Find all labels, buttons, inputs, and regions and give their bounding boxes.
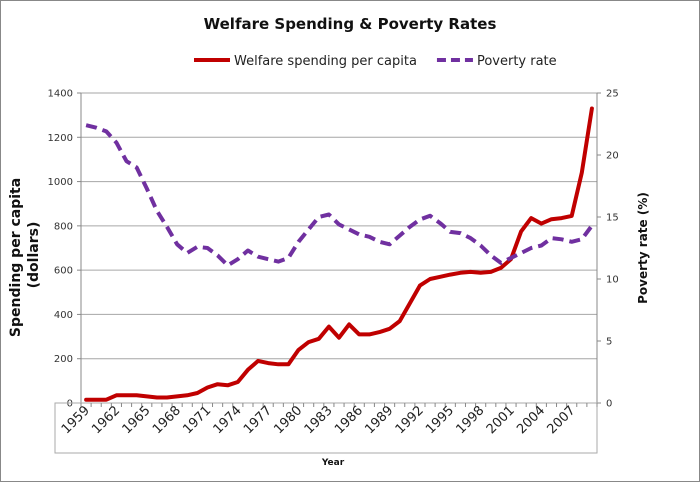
y-axis-label-line-2: (dollars) (26, 222, 42, 289)
y-tick-label: 1400 (48, 89, 73, 100)
y2-tick-label: 10 (606, 275, 619, 286)
y-tick-label: 600 (54, 266, 73, 277)
y-axis-label: Spending per capita (dollars) (8, 173, 42, 337)
y2-tick-label: 20 (606, 151, 619, 162)
y2-tick-label: 5 (606, 337, 612, 348)
y-tick-label: 1000 (48, 177, 73, 188)
legend: Welfare spending per capita Poverty rate (194, 54, 557, 69)
y-tick-label: 200 (54, 354, 73, 365)
legend-label: Poverty rate (477, 54, 557, 69)
series-line-poverty-rate (85, 123, 594, 268)
y-tick-label: 0 (67, 399, 73, 410)
y-tick-label: 1200 (48, 133, 73, 144)
legend-label: Welfare spending per capita (234, 54, 417, 69)
y-axis-label-line-1: Spending per capita (8, 178, 24, 337)
y-tick-label: 800 (54, 221, 73, 232)
y2-axis-label: Poverty rate (%) (636, 192, 650, 304)
y2-tick-label: 0 (606, 399, 612, 410)
series-lines (84, 106, 594, 402)
x-axis-label-box (54, 402, 598, 454)
y-tick-label: 400 (54, 310, 73, 321)
chart-title: Welfare Spending & Poverty Rates (204, 15, 497, 33)
y2-tick-label: 25 (606, 89, 619, 100)
y2-tick-label: 15 (606, 213, 619, 224)
x-axis-label: Year (321, 458, 345, 468)
series-line-welfare-spending-per-capita (84, 106, 594, 402)
